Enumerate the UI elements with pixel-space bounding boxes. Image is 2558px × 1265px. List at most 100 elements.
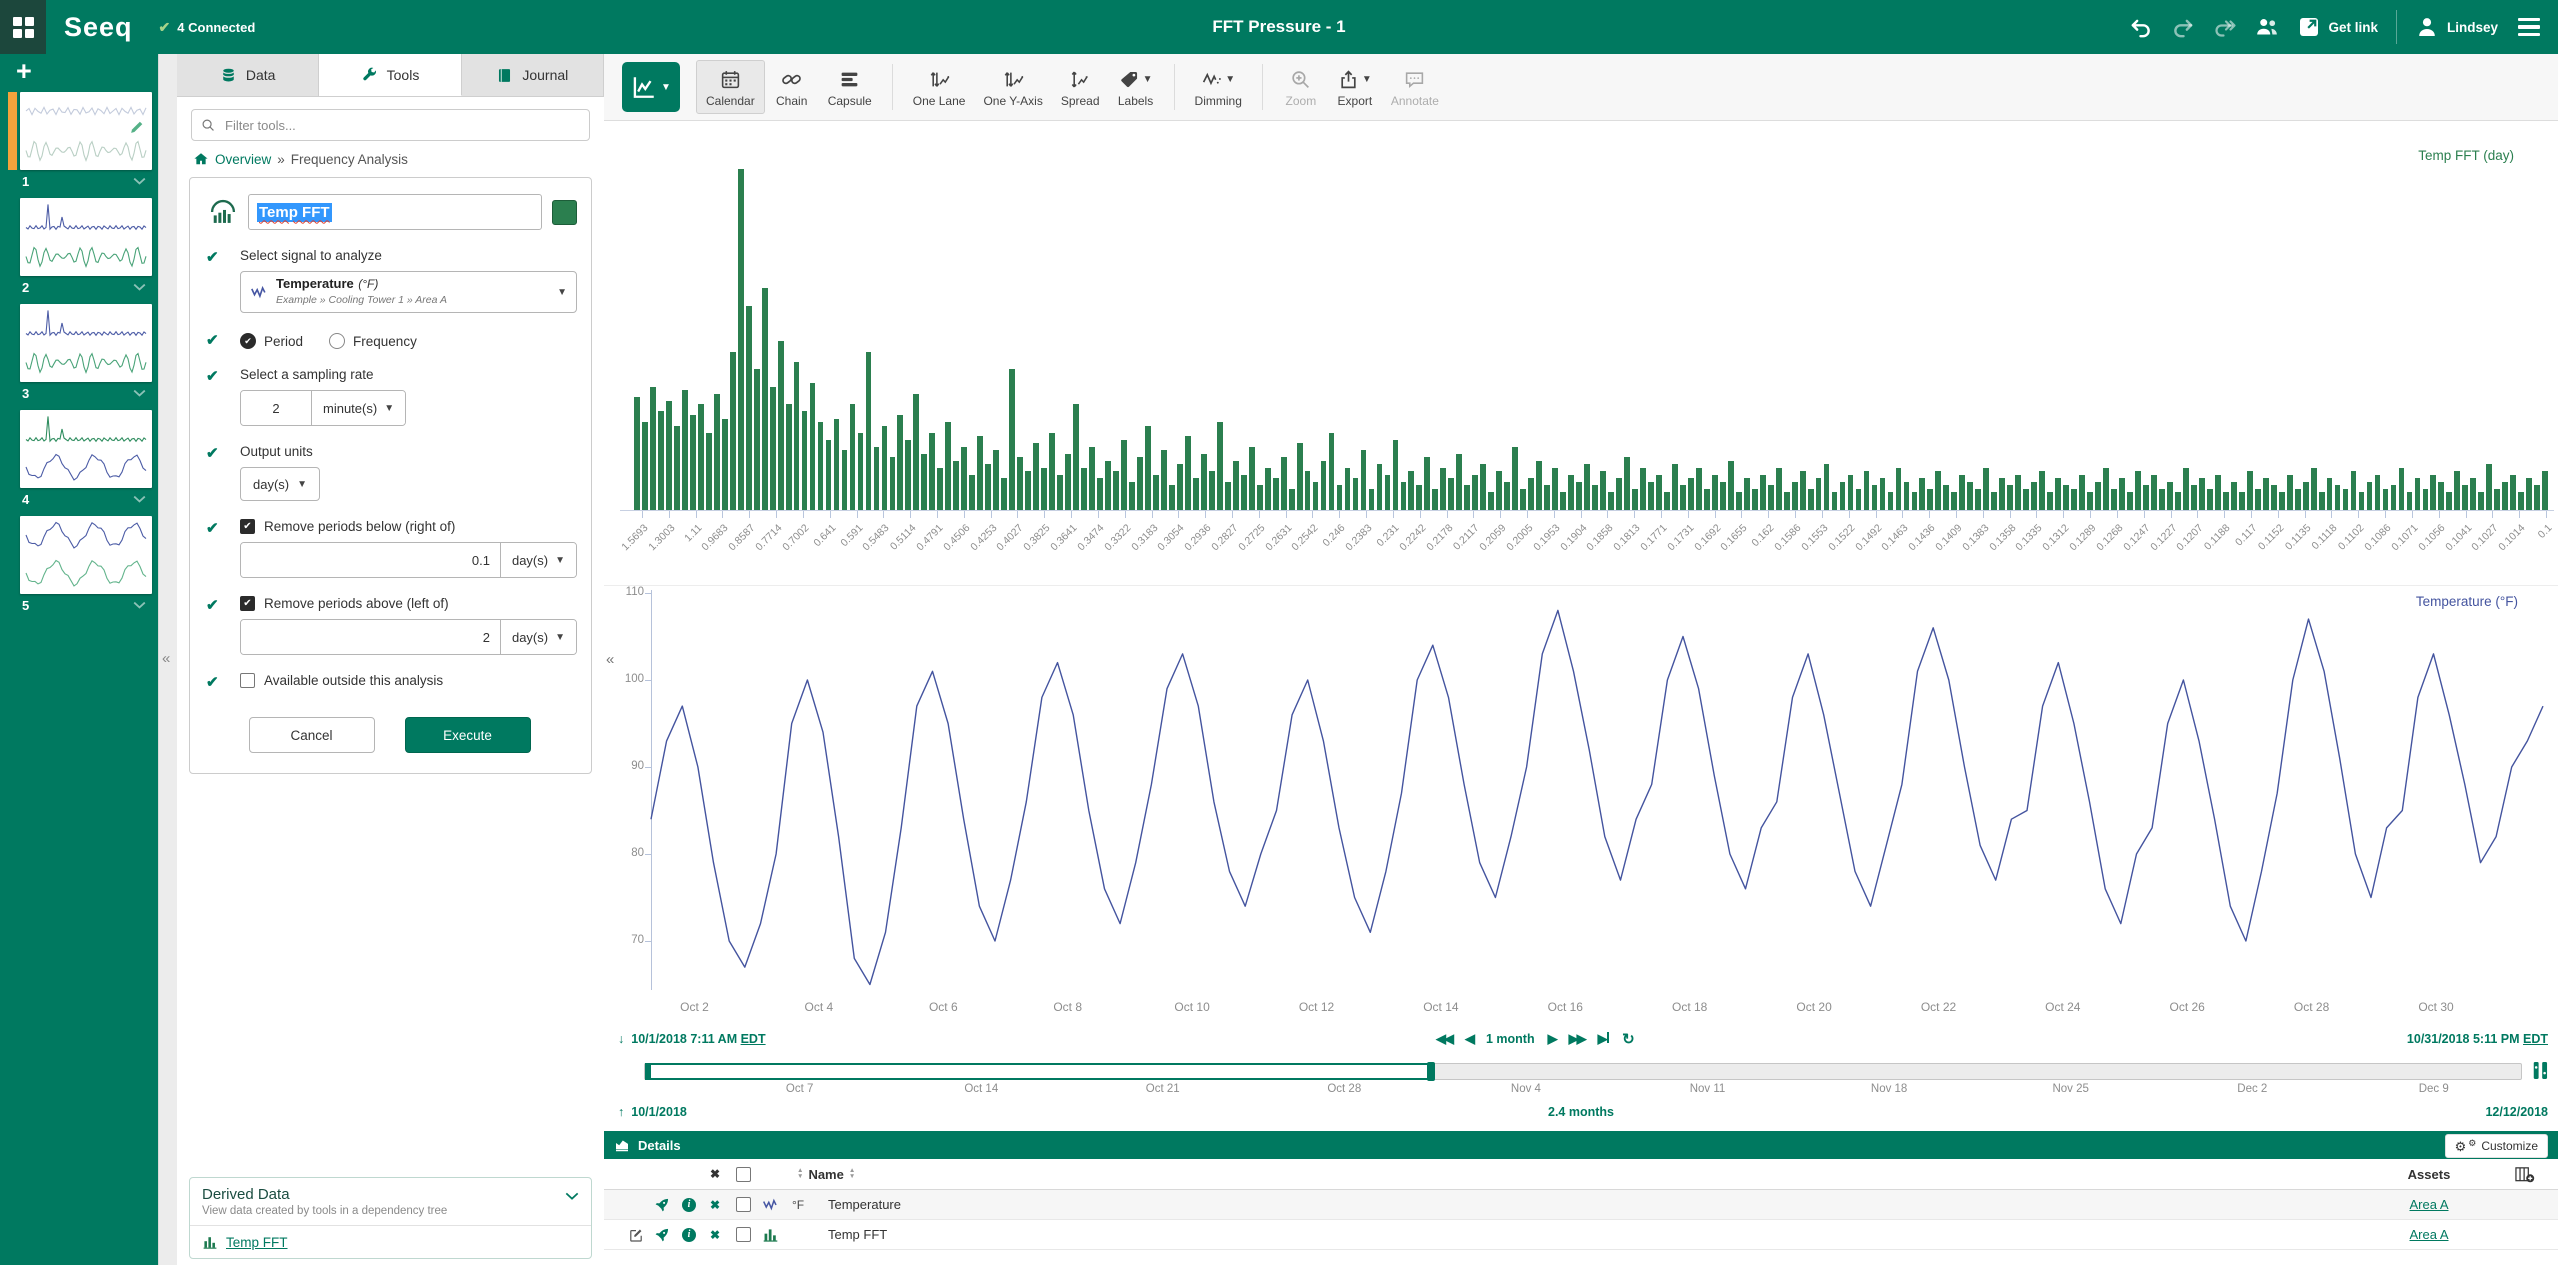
chevron-down-icon[interactable]	[133, 495, 146, 503]
remove-above-checkbox[interactable]	[240, 596, 255, 611]
row-checkbox[interactable]	[736, 1227, 751, 1242]
remove-all-icon[interactable]: ✖	[710, 1167, 736, 1181]
redo-all-icon[interactable]	[2213, 16, 2237, 38]
available-outside-checkbox[interactable]	[240, 673, 255, 688]
toolbar-dimming-button[interactable]: ▼Dimming	[1186, 60, 1251, 114]
output-units-dropdown[interactable]: day(s)▼	[240, 467, 320, 501]
chevron-down-icon[interactable]	[133, 601, 146, 609]
worksheet-thumbnail-2[interactable]	[20, 198, 152, 276]
toolbar-one-lane-button[interactable]: One Lane	[904, 60, 975, 114]
remove-icon[interactable]: ✖	[710, 1228, 736, 1242]
tool-name-input[interactable]: Temp FFT	[248, 194, 542, 230]
timebar-left-handle[interactable]	[647, 1065, 651, 1078]
tools-panel-collapse-icon[interactable]: «	[606, 651, 614, 668]
timebar-right-handle[interactable]	[1427, 1062, 1435, 1081]
temperature-legend[interactable]: Temperature (°F)	[2416, 594, 2518, 609]
toolbar-labels-button[interactable]: ▼Labels	[1109, 60, 1163, 114]
user-menu[interactable]: Lindsey	[2415, 16, 2498, 38]
table-row-temp-fft: i✖Temp FFTArea A	[604, 1220, 2558, 1250]
edit-icon[interactable]	[628, 1227, 654, 1243]
new-worksheet-button[interactable]: +	[0, 54, 158, 86]
step-forward-many-button[interactable]: ▶▶	[1569, 1031, 1585, 1047]
redo-icon[interactable]	[2171, 16, 2195, 38]
rocket-icon[interactable]	[654, 1227, 682, 1243]
select-all-checkbox[interactable]	[736, 1167, 751, 1182]
toolbar-spread-button[interactable]: Spread	[1052, 60, 1109, 114]
chevron-down-icon[interactable]	[133, 283, 146, 291]
signal-select-dropdown[interactable]: Temperature (°F) Example » Cooling Tower…	[240, 271, 577, 313]
add-column-icon[interactable]	[2514, 1165, 2558, 1184]
worksheet-thumbnail-1[interactable]	[20, 92, 152, 170]
tab-journal[interactable]: Journal	[462, 54, 604, 96]
remove-above-unit-dropdown[interactable]: day(s)▼	[500, 620, 576, 654]
chevron-down-icon[interactable]	[565, 1192, 579, 1200]
row-checkbox[interactable]	[736, 1197, 751, 1212]
view-mode-button[interactable]: ▼	[622, 62, 680, 112]
export-icon: ▼	[1338, 66, 1372, 92]
toolbar-one-y-axis-button[interactable]: One Y-Axis	[974, 60, 1051, 114]
remove-icon[interactable]: ✖	[710, 1198, 736, 1212]
line-chart-icon	[631, 74, 657, 100]
sampling-unit-dropdown[interactable]: minute(s)▼	[311, 391, 405, 425]
asset-link[interactable]: Area A	[2409, 1227, 2448, 1242]
breadcrumb-overview-link[interactable]: Overview	[215, 152, 271, 167]
sort-icon[interactable]: ▲▼	[849, 1168, 855, 1180]
remove-below-input[interactable]	[241, 543, 500, 577]
hamburger-menu-icon[interactable]	[2516, 16, 2542, 39]
timebar-end-date[interactable]: 12/12/2018	[2485, 1105, 2548, 1119]
toolbar-chain-button[interactable]: Chain	[765, 60, 819, 114]
derived-item-link[interactable]: Temp FFT	[226, 1235, 288, 1250]
worksheet-thumbnail-4[interactable]	[20, 410, 152, 488]
step-to-end-button[interactable]: ▶	[1598, 1031, 1610, 1047]
rocket-icon[interactable]	[654, 1197, 682, 1213]
fft-legend[interactable]: Temp FFT (day)	[2418, 148, 2514, 163]
timebar-track[interactable]	[644, 1063, 2522, 1080]
refresh-icon[interactable]: ↻	[1622, 1030, 1635, 1048]
name-column-header[interactable]: Name	[808, 1167, 843, 1182]
info-icon[interactable]: i	[682, 1198, 696, 1212]
remove-above-input[interactable]	[241, 620, 500, 654]
tab-tools[interactable]: Tools	[319, 54, 461, 96]
toolbar-separator	[1174, 64, 1175, 110]
radio-frequency[interactable]: Frequency	[329, 333, 417, 349]
tab-data[interactable]: Data	[177, 54, 319, 96]
app-grid-menu-button[interactable]	[0, 0, 46, 54]
filter-tools-search[interactable]	[191, 109, 590, 141]
range-start-datetime[interactable]: ↓ 10/1/2018 7:11 AM EDT	[618, 1032, 766, 1046]
get-link-button[interactable]: Get link	[2297, 16, 2378, 38]
radio-period[interactable]: Period	[240, 333, 303, 349]
worksheet-thumbnail-3[interactable]	[20, 304, 152, 382]
users-icon[interactable]	[2255, 16, 2279, 38]
range-end-datetime[interactable]: 10/31/2018 5:11 PM EDT	[2407, 1032, 2548, 1046]
range-selectors-icon[interactable]	[2531, 1061, 2550, 1080]
chevron-down-icon[interactable]	[133, 177, 146, 185]
timebar-selected-range[interactable]	[645, 1063, 1433, 1080]
range-duration-button[interactable]: 1 month	[1486, 1032, 1535, 1046]
cancel-button[interactable]: Cancel	[249, 717, 375, 753]
step-forward-button[interactable]: ▶	[1548, 1031, 1556, 1047]
toolbar-export-button[interactable]: ▼Export	[1328, 60, 1382, 114]
sort-icon[interactable]: ▲▼	[797, 1168, 803, 1180]
search-input[interactable]	[223, 117, 580, 134]
undo-icon[interactable]	[2129, 16, 2153, 38]
execute-button[interactable]: Execute	[405, 717, 531, 753]
step-back-button[interactable]: ◀	[1465, 1031, 1473, 1047]
asset-link[interactable]: Area A	[2409, 1197, 2448, 1212]
toolbar-calendar-button[interactable]: Calendar	[696, 60, 765, 114]
customize-button[interactable]: ⚙⚙Customize	[2445, 1134, 2548, 1158]
step-back-many-button[interactable]: ◀◀	[1436, 1031, 1452, 1047]
info-icon[interactable]: i	[682, 1228, 696, 1242]
toolbar-capsule-button[interactable]: Capsule	[819, 60, 881, 114]
remove-below-unit-dropdown[interactable]: day(s)▼	[500, 543, 576, 577]
home-icon[interactable]	[193, 151, 209, 167]
tab-label: Data	[246, 67, 276, 83]
assets-column-header[interactable]: Assets	[2344, 1167, 2514, 1182]
remove-below-checkbox[interactable]	[240, 519, 255, 534]
worksheet-rail-collapse-divider[interactable]: «	[158, 54, 178, 1265]
worksheet-thumbnail-5[interactable]	[20, 516, 152, 594]
chevron-down-icon[interactable]	[133, 389, 146, 397]
derived-data-header[interactable]: Derived Data View data created by tools …	[202, 1186, 579, 1217]
sampling-rate-input[interactable]	[241, 391, 311, 425]
color-swatch-button[interactable]	[552, 200, 577, 225]
connection-status[interactable]: ✔ 4 Connected	[159, 19, 256, 36]
